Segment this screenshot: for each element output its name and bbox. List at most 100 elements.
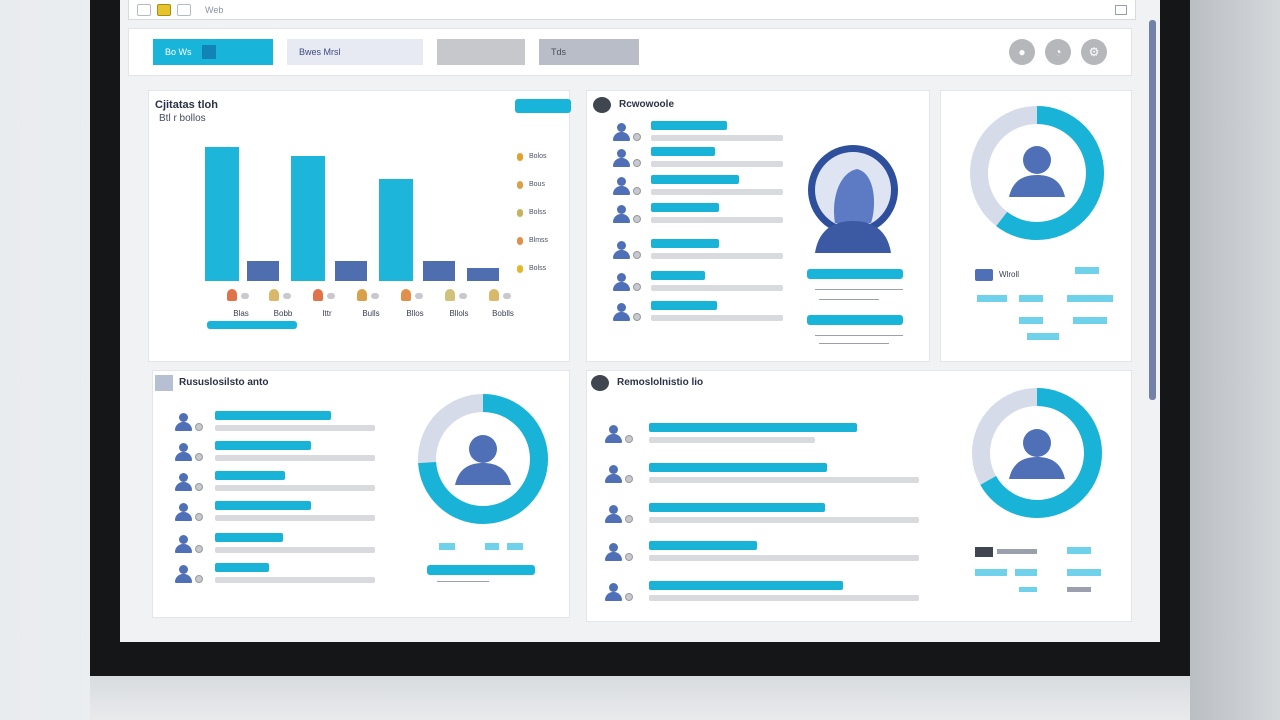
list-item-subtitle	[215, 515, 375, 521]
profile-bar-2	[807, 315, 903, 325]
category-marker	[327, 293, 335, 299]
list-item-title[interactable]	[215, 501, 311, 510]
tab-label: Bo Ws	[165, 47, 192, 57]
list-item-subtitle	[651, 315, 783, 321]
list-item-subtitle	[651, 285, 783, 291]
list-item-title[interactable]	[651, 203, 719, 212]
x-tick-label: Bobb	[273, 309, 293, 318]
bar-4[interactable]	[335, 261, 367, 281]
x-tick-label: Ittr	[322, 309, 332, 318]
legend-dot	[517, 153, 523, 161]
users-panel-icon	[593, 97, 611, 113]
list-item-title[interactable]	[215, 411, 331, 420]
bar-3[interactable]	[291, 156, 325, 281]
monitor-stand	[90, 676, 1190, 720]
status-icon	[625, 593, 633, 601]
bar-2[interactable]	[247, 261, 279, 281]
category-icon	[401, 289, 411, 301]
legend-swatch	[975, 547, 993, 557]
list-item-title[interactable]	[649, 463, 827, 472]
chat-icon[interactable]: ◔	[1045, 39, 1071, 65]
list-item-subtitle	[649, 517, 919, 523]
legend-label: Bolss	[529, 209, 547, 216]
page-icon	[177, 3, 191, 16]
list-item-subtitle	[651, 135, 783, 141]
user-avatar-icon	[605, 543, 622, 561]
profile-bar	[807, 269, 903, 279]
status-icon	[195, 575, 203, 583]
legend-item: Bolss	[517, 209, 546, 217]
user-avatar-icon	[613, 241, 630, 259]
chart-action-button[interactable]	[515, 99, 571, 113]
user-avatar-icon	[175, 473, 192, 491]
user-avatar-icon	[175, 413, 192, 431]
list-item-subtitle	[651, 161, 783, 167]
user-icon[interactable]: ●	[1009, 39, 1035, 65]
window-icon[interactable]	[1115, 4, 1127, 15]
settings-icon[interactable]: ⚙	[1081, 39, 1107, 65]
list-item-title[interactable]	[651, 147, 715, 156]
category-marker	[415, 293, 423, 299]
tab-fourth[interactable]: Tds	[539, 39, 639, 65]
category-icon	[313, 289, 323, 301]
legend-label: Bolos	[529, 153, 547, 160]
tab-active[interactable]: Bo Ws	[153, 39, 273, 65]
list-item-title[interactable]	[215, 471, 285, 480]
donut-label: Wlroll	[999, 270, 1019, 279]
category-icon	[269, 289, 279, 301]
status-icon	[625, 435, 633, 443]
donut-chart-3	[972, 388, 1102, 518]
back-icon[interactable]	[137, 3, 151, 16]
background-right	[1188, 0, 1280, 720]
bar-7[interactable]	[467, 268, 499, 281]
bottom-right-title: Remoslolnistio lio	[617, 377, 704, 388]
status-icon	[625, 515, 633, 523]
legend-dot	[517, 209, 523, 217]
list-item-title[interactable]	[649, 503, 825, 512]
list-item-title[interactable]	[215, 563, 269, 572]
screen: Web Bo Ws Bwes Mrsl Tds ● ◔ ⚙ Cjitatas t…	[120, 0, 1160, 642]
list-item-title[interactable]	[651, 301, 717, 310]
list-item-title[interactable]	[215, 441, 311, 450]
legend-dot	[517, 181, 523, 189]
address-bar[interactable]: Web	[128, 0, 1136, 20]
panel-icon	[155, 375, 173, 391]
chart-subtitle: Btl r bollos	[159, 113, 206, 124]
donut-chart-2	[418, 394, 548, 524]
bar-1[interactable]	[205, 147, 239, 281]
donut-panel-top: Wlroll	[940, 90, 1132, 362]
category-marker	[241, 293, 249, 299]
list-item-title[interactable]	[215, 533, 283, 542]
list-item-subtitle	[215, 547, 375, 553]
users-title: Rcwowoole	[619, 99, 675, 110]
status-icon	[633, 251, 641, 259]
tab-second[interactable]: Bwes Mrsl	[287, 39, 423, 65]
category-icon	[357, 289, 367, 301]
list-item-subtitle	[651, 217, 783, 223]
status-icon	[633, 215, 641, 223]
large-avatar-icon	[808, 145, 898, 253]
list-item-title[interactable]	[651, 175, 739, 184]
list-item-subtitle	[215, 455, 375, 461]
scrollbar[interactable]	[1149, 20, 1156, 400]
status-icon	[195, 513, 203, 521]
tab-third[interactable]	[437, 39, 525, 65]
status-icon	[633, 283, 641, 291]
list-item-title[interactable]	[649, 423, 857, 432]
list-item-title[interactable]	[651, 239, 719, 248]
legend-dot	[517, 237, 523, 245]
bar-5[interactable]	[379, 179, 413, 281]
url-text[interactable]: Web	[205, 4, 224, 15]
list-item-title[interactable]	[649, 541, 757, 550]
user-avatar-icon	[613, 205, 630, 223]
list-item-subtitle	[649, 477, 919, 483]
status-icon	[633, 313, 641, 321]
legend-item: Bous	[517, 181, 545, 189]
list-item-subtitle	[215, 425, 375, 431]
list-item-title[interactable]	[651, 121, 727, 130]
user-avatar-icon	[605, 425, 622, 443]
list-item-title[interactable]	[651, 271, 705, 280]
folder-icon[interactable]	[157, 3, 171, 16]
bar-6[interactable]	[423, 261, 455, 281]
list-item-title[interactable]	[649, 581, 843, 590]
